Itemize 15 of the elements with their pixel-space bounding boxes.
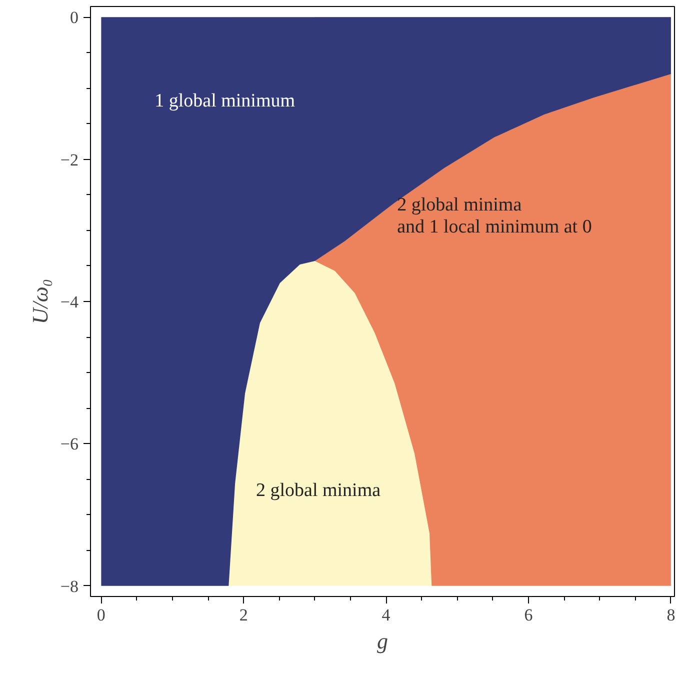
y-tick-label: −2: [60, 150, 79, 170]
y-axis-title: U/ω₀: [27, 278, 52, 324]
annotation: 1 global minimum: [154, 90, 296, 112]
y-tick-label: −4: [60, 292, 79, 312]
y-tick-label: 0: [70, 8, 78, 28]
annotation: 2 global minima: [256, 480, 382, 501]
x-tick-label: 0: [96, 606, 106, 624]
x-tick-label: 4: [382, 606, 391, 624]
x-tick-label: 2: [239, 606, 248, 624]
annotation: 2 global minima and 1 local minimum at 0: [397, 194, 592, 238]
y-tick-label: −6: [60, 434, 79, 454]
x-tick-label: 6: [524, 606, 533, 624]
x-tick-label: 8: [666, 606, 676, 624]
x-axis-title: g: [377, 628, 388, 654]
y-tick-label: −8: [60, 576, 79, 596]
